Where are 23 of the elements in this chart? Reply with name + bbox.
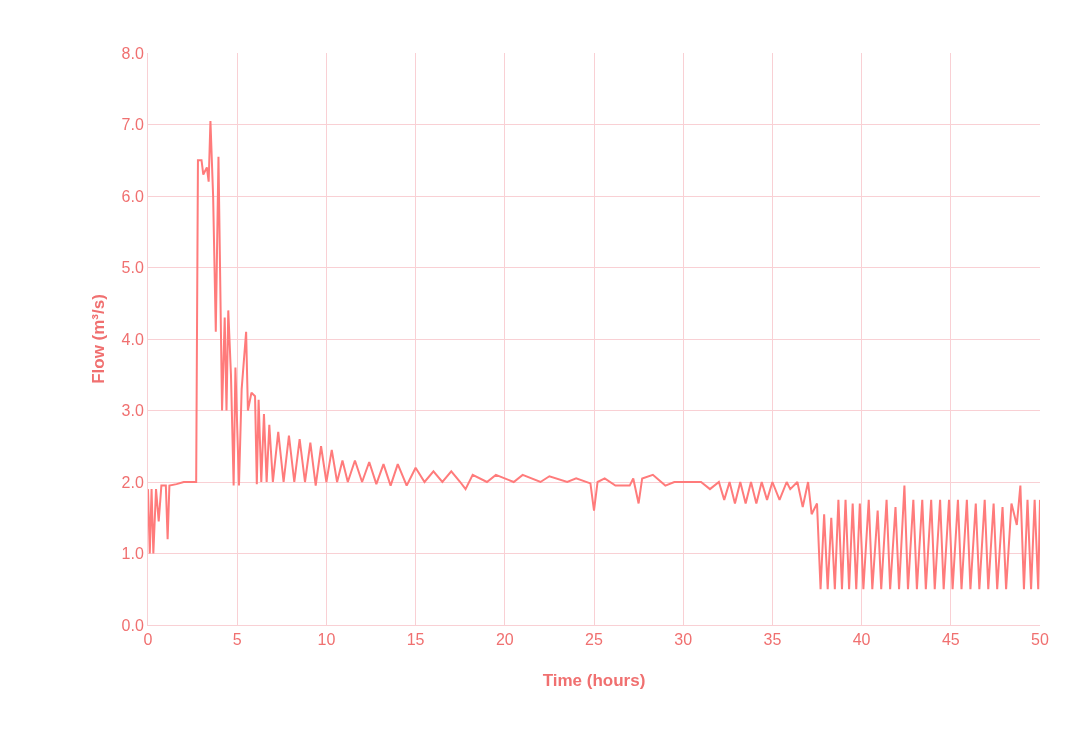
y-tick-label: 8.0 xyxy=(121,44,144,62)
x-tick-label: 45 xyxy=(941,631,960,649)
y-tick-label: 2.0 xyxy=(121,473,144,491)
y-tick-label: 3.0 xyxy=(121,402,144,420)
x-tick-label: 30 xyxy=(674,631,693,649)
y-tick-label: 0.0 xyxy=(121,616,144,634)
x-axis-title: Time (hours) xyxy=(542,671,646,690)
y-tick-label: 1.0 xyxy=(121,545,144,563)
line-series xyxy=(148,119,1040,591)
x-tick-label: 25 xyxy=(585,631,603,649)
y-tick-label: 4.0 xyxy=(121,330,144,348)
x-tick-label: 15 xyxy=(406,631,425,649)
x-tick-label: 50 xyxy=(1031,631,1049,649)
y-tick-label: 7.0 xyxy=(121,116,144,134)
x-tick-label: 0 xyxy=(143,631,153,649)
x-tick-label: 20 xyxy=(495,631,514,649)
x-tick-label: 10 xyxy=(317,631,336,649)
y-tick-label: 5.0 xyxy=(121,259,144,277)
x-tick-label: 35 xyxy=(763,631,782,649)
y-axis-title: Flow (m³/s) xyxy=(89,294,108,384)
x-tick-label: 5 xyxy=(232,631,242,649)
x-tick-label: 40 xyxy=(852,631,871,649)
y-tick-label: 6.0 xyxy=(121,187,144,205)
